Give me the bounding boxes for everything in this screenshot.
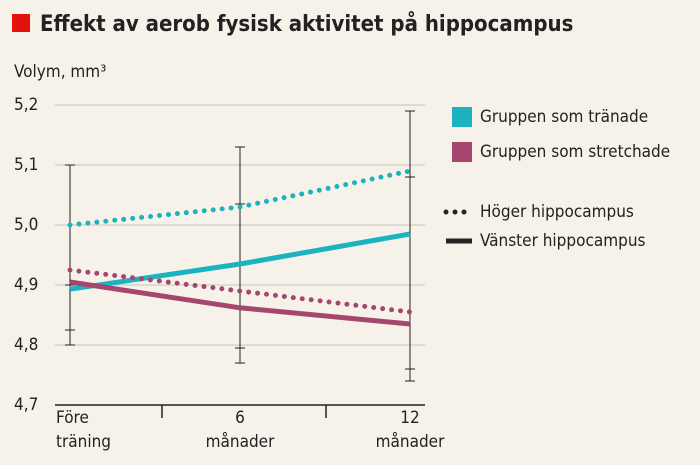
legend-label: Höger hippocampus [480, 202, 634, 222]
y-tick-label: 5,0 [14, 215, 38, 235]
y-tick-label: 4,8 [14, 335, 38, 355]
series-line [67, 168, 413, 228]
legend-label: Vänster hippocampus [480, 231, 646, 251]
y-tick-label: 4,7 [14, 395, 38, 415]
x-tick-label: träning [56, 432, 111, 452]
x-tick-label: 6 [235, 408, 245, 428]
x-tick-label: månader [376, 431, 445, 452]
chart-title: Effekt av aerob fysisk aktivitet på hipp… [40, 11, 573, 37]
y-tick-label: 4,9 [14, 275, 38, 295]
series-line [67, 267, 413, 315]
y-tick-label: 5,1 [14, 155, 38, 175]
y-tick-label: 5,2 [14, 95, 38, 115]
x-tick-label: månader [206, 431, 275, 452]
legend-label: Gruppen som tränade [480, 107, 648, 127]
legend-swatch [452, 142, 472, 162]
x-tick-label: 12 [400, 408, 419, 428]
series-line [69, 279, 411, 327]
series-line [69, 231, 411, 292]
legend-label: Gruppen som stretchade [480, 142, 670, 162]
y-axis-label: Volym, mm³ [14, 62, 106, 82]
title-marker [12, 14, 30, 32]
legend-swatch [452, 107, 472, 127]
x-tick-label: Före [56, 408, 89, 428]
